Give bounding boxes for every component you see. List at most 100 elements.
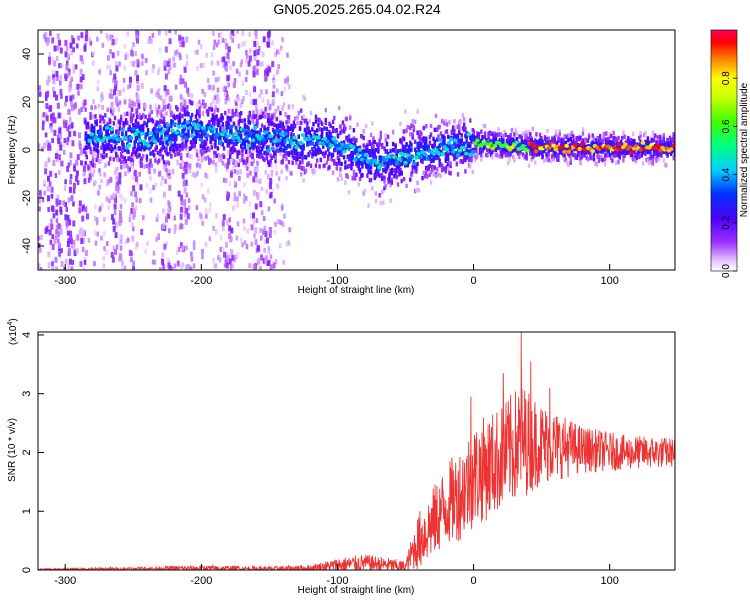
- spectrogram-cell: [255, 109, 259, 114]
- spectrogram-cell: [216, 87, 220, 93]
- spectrogram-cell: [240, 59, 244, 65]
- spectrogram-cell: [131, 100, 135, 107]
- spectrogram-cell: [368, 167, 372, 172]
- spectrogram-cell: [552, 151, 555, 157]
- spectrogram-cell: [524, 154, 527, 159]
- spectrogram-cell: [161, 252, 164, 258]
- spectrogram-cell: [112, 192, 116, 199]
- spectrogram-cell: [241, 42, 244, 48]
- spectrogram-cell: [177, 143, 180, 148]
- spectrogram-cell: [130, 251, 134, 257]
- spectrogram-cell: [80, 32, 84, 39]
- spectrogram-cell: [331, 128, 335, 134]
- spectrogram-cell: [206, 155, 210, 160]
- spectrogram-cell: [456, 133, 460, 139]
- spectrogram-cell: [565, 160, 569, 165]
- spectrogram-cell: [96, 36, 99, 42]
- spectrogram-cell: [73, 250, 77, 257]
- spectrogram-cell: [545, 157, 548, 162]
- spectrogram-cell: [48, 58, 52, 65]
- spectrogram-cell: [301, 151, 304, 156]
- spectrogram-cell: [213, 122, 216, 127]
- spectrogram-cell: [183, 207, 187, 214]
- spectrogram-cell: [607, 140, 610, 146]
- spectrogram-cell: [480, 138, 483, 144]
- spectrogram-cell: [438, 158, 441, 163]
- spectrogram-peak: [440, 152, 445, 157]
- spectrogram-cell: [563, 134, 566, 139]
- spectrogram-cell: [119, 151, 123, 157]
- spectrogram-cell: [301, 155, 304, 161]
- spectrogram-cell: [84, 250, 88, 257]
- spectrogram-cell: [214, 167, 218, 173]
- spectrogram-cell: [181, 78, 185, 85]
- spectrogram-cell: [330, 156, 334, 161]
- spectrogram-cell: [488, 147, 492, 153]
- spectrogram-cell: [360, 133, 363, 139]
- spectrogram-cell: [608, 132, 612, 137]
- spectrogram-cell: [196, 49, 199, 55]
- spectrogram-cell: [84, 145, 87, 150]
- spectrogram-cell: [605, 137, 608, 142]
- spectrogram-peak: [444, 147, 450, 152]
- spectrogram-cell: [103, 172, 106, 178]
- spectrogram-cell: [509, 141, 512, 146]
- spectrogram-cell: [192, 172, 196, 178]
- spectrogram-cell: [651, 154, 655, 159]
- spectrogram-cell: [469, 164, 472, 169]
- spectrogram-cell: [445, 122, 449, 127]
- spectrogram-cell: [300, 151, 303, 156]
- spectrogram-peak: [189, 133, 195, 138]
- spectrogram-cell: [625, 150, 629, 156]
- spectrogram-cell: [131, 175, 135, 181]
- spectrogram-cell: [417, 187, 421, 193]
- spectrogram-cell: [72, 239, 76, 245]
- spectrogram-cell: [149, 151, 152, 156]
- spectrogram-cell: [251, 263, 254, 269]
- spectrogram-cell: [168, 228, 171, 234]
- spectrogram-cell: [458, 123, 461, 129]
- spectrogram-cell: [75, 248, 79, 255]
- spectrogram-cell: [271, 91, 275, 98]
- spectrogram-cell: [592, 136, 596, 142]
- spectrogram-cell: [620, 142, 624, 147]
- spectrogram-cell: [420, 142, 423, 147]
- spectrogram-cell: [562, 152, 565, 157]
- spectrogram-cell: [437, 145, 440, 151]
- spectrogram-cell: [347, 163, 351, 169]
- spectrogram-cell: [515, 137, 519, 142]
- spectrogram-cell: [159, 140, 162, 146]
- spectrogram-cell: [140, 53, 144, 59]
- spectrogram-cell: [633, 149, 636, 155]
- spectrogram-cell: [194, 114, 198, 119]
- spectrogram-cell: [331, 125, 335, 131]
- spectrogram-cell: [639, 139, 642, 145]
- spectrogram-cell: [172, 62, 176, 68]
- spectrogram-cell: [153, 153, 156, 158]
- spectrogram-cell: [132, 113, 135, 118]
- spectrogram-cell: [661, 139, 664, 144]
- spectrogram-cell: [576, 143, 580, 148]
- spectrogram-cell: [379, 155, 383, 160]
- spectrogram-cell: [263, 125, 266, 130]
- spectrogram-cell: [71, 140, 75, 147]
- spectrogram-cell: [374, 155, 378, 160]
- spectrogram-cell: [73, 165, 77, 172]
- spectrogram-cell: [290, 123, 293, 129]
- spectrogram-cell: [58, 170, 61, 176]
- spectrogram-cell: [389, 182, 392, 188]
- spectrogram-cell: [406, 148, 410, 153]
- spectrogram-cell: [291, 149, 294, 154]
- spectrogram-cell: [93, 162, 97, 168]
- spectrogram-cell: [366, 147, 369, 153]
- spectrogram-cell: [252, 66, 256, 73]
- spectrogram-cell: [49, 239, 53, 245]
- spectrogram-cell: [205, 136, 209, 142]
- spectrogram-cell: [97, 103, 101, 109]
- snr-series-line: [38, 332, 675, 570]
- spectrogram-cell: [194, 128, 198, 133]
- spectrogram-cell: [96, 79, 100, 85]
- spectrogram-cell: [374, 191, 378, 196]
- spectrogram-cell: [167, 137, 171, 142]
- spectrogram-cell: [429, 180, 433, 185]
